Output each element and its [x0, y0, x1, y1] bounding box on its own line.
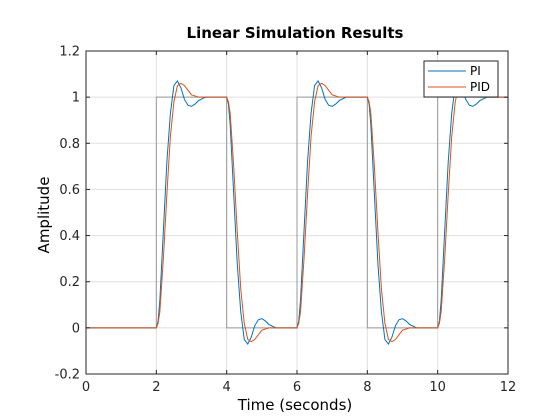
legend: PI PID	[423, 60, 499, 98]
legend-label-pi: PI	[470, 64, 481, 78]
chart-title: Linear Simulation Results	[187, 24, 404, 42]
y-tick-label: 0.2	[59, 275, 80, 290]
tick-labels: 0 2 4 6 8 10 12-0.200.20.40.60.811.2	[55, 45, 517, 396]
y-tick-label: 0.4	[59, 229, 80, 244]
y-tick-label: 0.8	[59, 137, 80, 152]
legend-label-pid: PID	[470, 80, 490, 94]
y-tick-label: 1	[72, 91, 80, 106]
x-tick-label: 2	[152, 380, 160, 395]
legend-box	[423, 60, 499, 98]
x-tick-label: 8	[363, 380, 371, 395]
input-signal-line	[86, 96, 508, 329]
y-axis-label: Amplitude	[35, 177, 53, 254]
x-tick-label: 0	[82, 380, 90, 395]
y-tick-label: 1.2	[59, 45, 80, 60]
y-tick-label: 0.6	[59, 183, 80, 198]
x-tick-label: 4	[223, 380, 231, 395]
series-layer	[86, 80, 508, 345]
series-line-pid	[86, 82, 508, 343]
axes-frame	[85, 50, 509, 375]
x-tick-label: 12	[500, 380, 517, 395]
y-tick-label: 0	[72, 321, 80, 336]
x-axis-label: Time (seconds)	[237, 396, 353, 414]
series-line-pi	[86, 80, 508, 345]
y-tick-label: -0.2	[55, 368, 80, 383]
x-tick-label: 10	[429, 380, 446, 395]
x-tick-label: 6	[293, 380, 301, 395]
